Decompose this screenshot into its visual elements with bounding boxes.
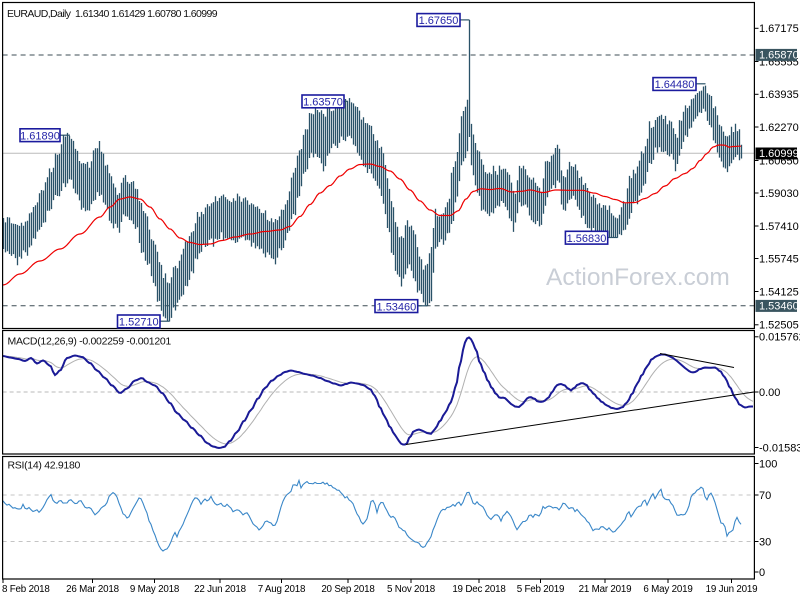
svg-text:1.63570: 1.63570 — [303, 97, 343, 109]
svg-text:ActionForex.com: ActionForex.com — [546, 264, 730, 291]
svg-text:6 May 2019: 6 May 2019 — [643, 584, 692, 595]
svg-text:1.61890: 1.61890 — [20, 130, 60, 142]
svg-text:5 Feb 2019: 5 Feb 2019 — [517, 584, 565, 595]
svg-text:30: 30 — [759, 536, 771, 548]
svg-text:0.00: 0.00 — [759, 387, 780, 399]
svg-text:21 Mar 2019: 21 Mar 2019 — [579, 584, 632, 595]
svg-text:8 Feb 2018: 8 Feb 2018 — [2, 584, 50, 595]
svg-text:RSI(14) 42.9180: RSI(14) 42.9180 — [8, 460, 81, 472]
svg-text:19 Dec 2018: 19 Dec 2018 — [452, 584, 506, 595]
svg-text:5 Nov 2018: 5 Nov 2018 — [387, 584, 436, 595]
svg-text:1.57410: 1.57410 — [759, 221, 799, 233]
svg-text:1.52505: 1.52505 — [759, 320, 799, 332]
svg-text:-0.015834: -0.015834 — [759, 442, 800, 454]
svg-text:7 Aug 2018: 7 Aug 2018 — [258, 584, 306, 595]
svg-text:1.54125: 1.54125 — [759, 286, 799, 298]
svg-text:26 Mar 2018: 26 Mar 2018 — [66, 584, 120, 595]
svg-text:1.64480: 1.64480 — [655, 79, 695, 91]
svg-text:1.53460: 1.53460 — [377, 301, 417, 313]
svg-text:70: 70 — [759, 490, 771, 502]
svg-text:1.60999: 1.60999 — [759, 148, 799, 160]
svg-text:1.53460: 1.53460 — [759, 301, 799, 313]
svg-text:20 Sep 2018: 20 Sep 2018 — [321, 584, 375, 595]
svg-text:0.015762: 0.015762 — [759, 332, 800, 344]
svg-text:1.56830: 1.56830 — [567, 233, 607, 245]
svg-text:1.63935: 1.63935 — [759, 89, 799, 101]
svg-text:19 Jun 2019: 19 Jun 2019 — [706, 584, 758, 595]
svg-text:1.52710: 1.52710 — [119, 317, 159, 329]
svg-text:1.65870: 1.65870 — [759, 50, 799, 62]
svg-text:9 May 2018: 9 May 2018 — [130, 584, 180, 595]
svg-text:1.67650: 1.67650 — [419, 15, 459, 27]
svg-text:22 Jun 2018: 22 Jun 2018 — [194, 584, 246, 595]
svg-text:1.62270: 1.62270 — [759, 122, 799, 134]
svg-text:0: 0 — [759, 567, 765, 579]
svg-text:MACD(12,26,9) -0.002259 -0.001: MACD(12,26,9) -0.002259 -0.001201 — [8, 336, 172, 348]
svg-text:1.59030: 1.59030 — [759, 188, 799, 200]
svg-text:1.67175: 1.67175 — [759, 23, 799, 35]
svg-text:100: 100 — [759, 458, 777, 470]
svg-text:EURAUD,Daily 1.61340 1.61429: EURAUD,Daily 1.61340 1.61429 1.60780 1.6… — [7, 8, 218, 20]
svg-text:1.55745: 1.55745 — [759, 253, 799, 265]
